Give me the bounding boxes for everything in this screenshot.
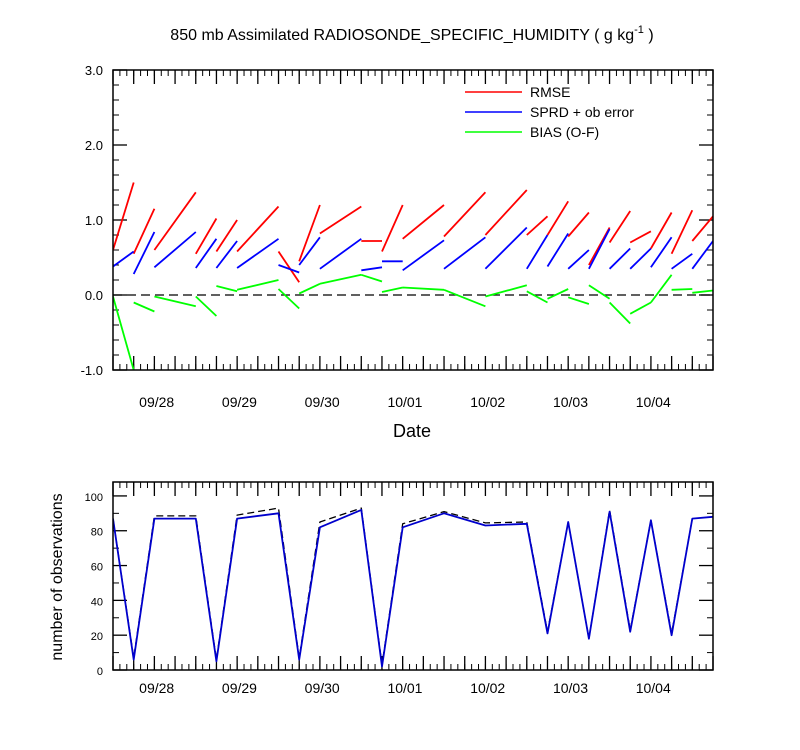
bottom-panel: 0 20 40 60 80 100 09/28 09/29 09/30 10/01 10/02 10… <box>49 481 714 696</box>
y-tick-label: 100 <box>85 492 103 504</box>
x-tick-label: 10/02 <box>470 680 505 696</box>
top-series <box>113 182 713 370</box>
y-tick-label: 1.0 <box>85 213 103 228</box>
x-tick-label: 09/28 <box>139 394 174 410</box>
y-tick-label: 3.0 <box>85 63 103 78</box>
chart-title: 850 mb Assimilated RADIOSONDE_SPECIFIC_H… <box>170 24 653 44</box>
x-tick-label: 10/03 <box>553 394 588 410</box>
y-tick-label: 80 <box>91 527 103 539</box>
x-tick-label: 09/30 <box>305 394 340 410</box>
bottom-x-tick-labels: 09/28 09/29 09/30 10/01 10/02 10/03 10/04 <box>139 680 671 696</box>
series-line-sprd <box>113 226 713 275</box>
bottom-series <box>113 507 713 668</box>
bottom-plot-frame <box>112 481 714 671</box>
legend-label-rmse: RMSE <box>530 84 570 100</box>
x-tick-label: 10/03 <box>553 680 588 696</box>
chart-title-main: 850 mb Assimilated RADIOSONDE_SPECIFIC_H… <box>170 27 634 44</box>
y-tick-label: -1.0 <box>81 363 103 378</box>
y-tick-label: 0.0 <box>85 288 103 303</box>
series-line-rmse <box>113 182 713 283</box>
top-panel: -1.0 0.0 1.0 2.0 3.0 09/28 09/29 09/30 10/01 10/… <box>81 63 714 410</box>
bottom-y-axis-title: number of observations <box>49 493 66 660</box>
legend-label-sprd: SPRD + ob error <box>530 104 634 120</box>
top-y-tick-labels: -1.0 0.0 1.0 2.0 3.0 <box>81 63 103 378</box>
chart-title-exponent: -1 <box>634 24 644 36</box>
y-tick-label: 20 <box>91 631 103 643</box>
series-line-assimilated-obs <box>113 509 713 668</box>
y-tick-label: 0 <box>97 666 103 678</box>
x-tick-label: 10/01 <box>387 394 422 410</box>
top-plot-frame <box>112 69 714 371</box>
x-tick-label: 09/29 <box>222 394 257 410</box>
chart-title-suffix: ) <box>644 27 654 44</box>
y-tick-label: 40 <box>91 596 103 608</box>
x-tick-label: 09/30 <box>305 680 340 696</box>
series-line-bias <box>113 273 713 370</box>
x-axis-title: Date <box>393 421 431 441</box>
y-tick-label: 2.0 <box>85 138 103 153</box>
bottom-axis-ticks <box>112 482 714 671</box>
legend: RMSE SPRD + ob error BIAS (O-F) <box>465 84 634 140</box>
top-x-tick-labels: 09/28 09/29 09/30 10/01 10/02 10/03 10/04 <box>139 394 671 410</box>
bottom-y-tick-labels: 0 20 40 60 80 100 <box>85 492 103 678</box>
x-tick-label: 10/02 <box>470 394 505 410</box>
x-tick-label: 10/01 <box>387 680 422 696</box>
x-tick-label: 10/04 <box>636 394 671 410</box>
x-tick-label: 09/29 <box>222 680 257 696</box>
y-tick-label: 60 <box>91 562 103 574</box>
x-tick-label: 10/04 <box>636 680 671 696</box>
legend-label-bias: BIAS (O-F) <box>530 124 599 140</box>
x-tick-label: 09/28 <box>139 680 174 696</box>
